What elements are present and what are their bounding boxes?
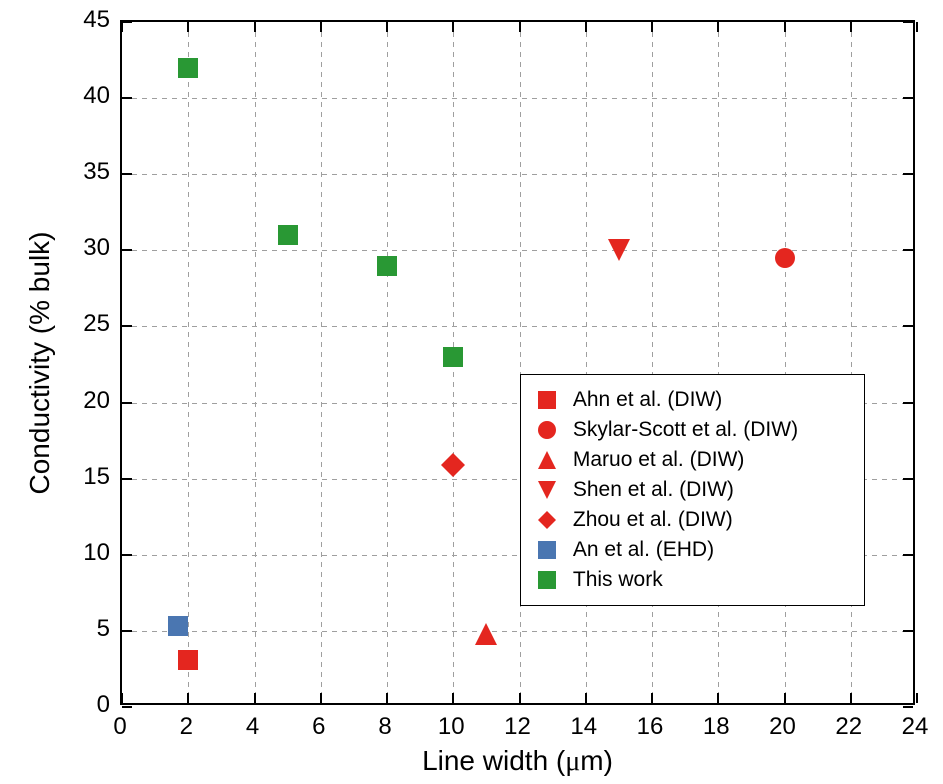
legend: Ahn et al. (DIW) Skylar-Scott et al. (DIW… [520,374,865,606]
x-tick-label: 0 [113,713,126,741]
data-point-an [165,613,191,639]
data-point-shen [605,236,633,264]
x-tick-label: 8 [378,713,391,741]
x-tick-label: 12 [504,713,531,741]
legend-label: Ahn et al. (DIW) [573,388,722,412]
legend-row-this: This work [535,565,850,595]
x-tick-label: 10 [438,713,465,741]
y-tick-label: 30 [83,234,110,262]
x-tick-label: 24 [902,713,929,741]
x-tick-label: 2 [180,713,193,741]
legend-label: Shen et al. (DIW) [573,478,734,502]
chart-container: 024681012141618202224 051015202530354045… [0,0,943,784]
data-point-skylar [772,245,798,271]
square-icon [535,538,559,562]
y-tick-label: 20 [83,387,110,415]
legend-row-zhou: Zhou et al. (DIW) [535,505,850,535]
legend-label: This work [573,568,663,592]
y-tick-label: 5 [97,615,110,643]
data-point-zhou [438,450,468,480]
y-axis-label: Conductivity (% bulk) [24,231,56,494]
y-tick-label: 45 [83,6,110,34]
diamond-icon [535,508,559,532]
data-point-ahn [175,647,201,673]
triangle-up-icon [535,448,559,472]
x-tick-label: 4 [246,713,259,741]
legend-label: Zhou et al. (DIW) [573,508,733,532]
triangle-down-icon [535,478,559,502]
y-tick-label: 15 [83,463,110,491]
data-point-maruo [472,620,500,648]
square-icon [535,568,559,592]
y-tick-label: 10 [83,539,110,567]
y-tick-label: 25 [83,310,110,338]
data-point-this [175,55,201,81]
legend-row-ahn: Ahn et al. (DIW) [535,385,850,415]
x-tick-label: 20 [769,713,796,741]
x-tick-label: 18 [703,713,730,741]
legend-row-shen: Shen et al. (DIW) [535,475,850,505]
legend-row-skylar: Skylar-Scott et al. (DIW) [535,415,850,445]
legend-row-maruo: Maruo et al. (DIW) [535,445,850,475]
data-point-this [374,253,400,279]
x-axis-label: Line width (μm) [422,745,613,778]
data-point-this [440,344,466,370]
legend-label: Skylar-Scott et al. (DIW) [573,418,798,442]
legend-row-an: An et al. (EHD) [535,535,850,565]
x-tick-label: 16 [637,713,664,741]
y-tick-label: 0 [97,691,110,719]
x-tick-label: 6 [312,713,325,741]
x-tick-label: 14 [570,713,597,741]
circle-icon [535,418,559,442]
square-icon [535,388,559,412]
legend-label: An et al. (EHD) [573,538,714,562]
data-point-this [275,222,301,248]
x-tick-label: 22 [835,713,862,741]
legend-label: Maruo et al. (DIW) [573,448,745,472]
y-tick-label: 40 [83,82,110,110]
y-tick-label: 35 [83,158,110,186]
